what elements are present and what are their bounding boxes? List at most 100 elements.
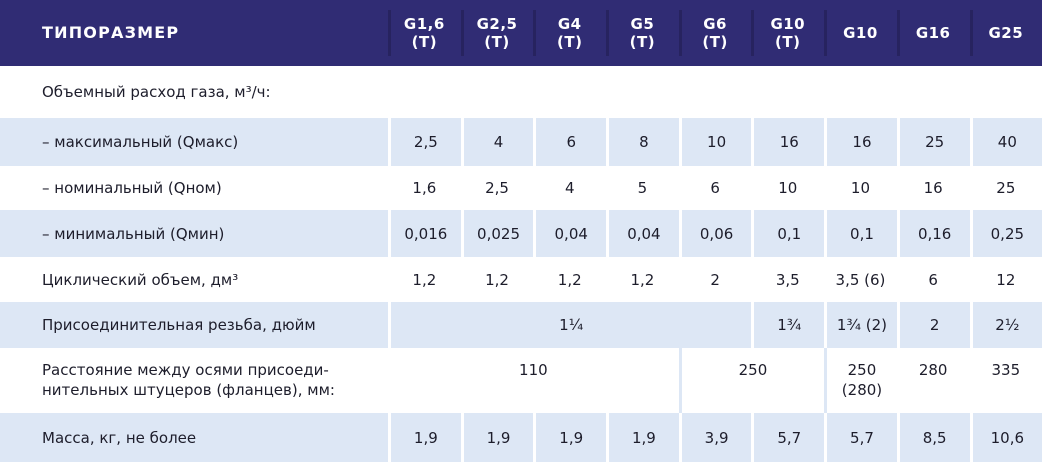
header-col: G16	[896, 0, 970, 66]
header-row: ТИПОРАЗМЕР G1,6 (Т) G2,5 (Т) G4 (Т) G5 (Т) G6 (Т)…	[0, 0, 1042, 66]
cell: 1¾ (2)	[824, 302, 897, 348]
header-col: G6 (Т)	[678, 0, 752, 66]
cell: 4	[460, 118, 534, 166]
table-row: Масса, кг, не более 1,9 1,9 1,9 1,9 3,9 5,7 5,7…	[0, 413, 1042, 462]
cell: 10	[678, 118, 752, 166]
header-col-line: (Т)	[702, 33, 728, 51]
cell: 1¾	[751, 302, 825, 348]
cell-line: 250	[847, 361, 877, 379]
cell: 250 (280)	[824, 348, 897, 413]
row-label: Присоединительная резьба, дюйм	[0, 302, 388, 348]
row-label-line: Расстояние между осями присоеди-	[42, 361, 329, 379]
header-col: G10 (Т)	[751, 0, 825, 66]
header-col-line: G5	[630, 15, 655, 33]
cell: 6	[928, 270, 938, 289]
table-row: Циклический объем, дм³ 1,2 1,2 1,2 1,2 2 3,5 3,…	[0, 257, 1042, 302]
header-col: G1,6 (Т)	[388, 0, 461, 66]
cell: 5,7	[751, 413, 825, 462]
cell: 110	[519, 361, 548, 379]
header-col-line: G4	[557, 15, 582, 33]
header-col-line: (Т)	[629, 33, 656, 51]
cell: 1,2	[630, 270, 655, 289]
header-col: G4 (Т)	[533, 0, 607, 66]
cell: 0,04	[533, 210, 607, 257]
cell: 10	[850, 179, 871, 197]
cell: 335	[991, 361, 1021, 379]
header-col-line: (Т)	[775, 33, 801, 51]
cell: 3,5	[775, 270, 800, 289]
cell: 1,2	[485, 270, 509, 289]
cell: 40	[969, 118, 1042, 166]
cell: 10,6	[969, 413, 1042, 462]
row-label: Расстояние между осями присоеди-нительны…	[0, 348, 388, 413]
cell: 2	[710, 270, 720, 289]
cell: 0,025	[460, 210, 534, 257]
cell: 16	[751, 118, 825, 166]
cell: 4	[564, 179, 575, 197]
cell: 280	[918, 361, 948, 379]
table-row: – максимальный (Qмакс) 2,5 4 6 8 10 16 16 25 40	[0, 118, 1042, 166]
cell: 2	[896, 302, 970, 348]
table-row: Расстояние между осями присоеди-нительны…	[0, 348, 1042, 413]
cell: 3,9	[678, 413, 752, 462]
cell: 2½	[969, 302, 1042, 348]
row-label: Циклический объем, дм³	[42, 270, 239, 289]
cell: 1,9	[460, 413, 534, 462]
cell: 1,9	[533, 413, 607, 462]
cell: 1,6	[412, 179, 437, 197]
cell: 0,06	[678, 210, 752, 257]
header-col-line: G10	[843, 24, 878, 42]
cell: 16	[923, 179, 943, 197]
table-row: – номинальный (Qном) 1,6 2,5 4 5 6 10 10 16 25	[0, 166, 1042, 210]
cell: 12	[996, 270, 1016, 289]
header-col-line: G25	[988, 24, 1024, 42]
cell: 1¼	[388, 302, 752, 348]
cell: 5	[637, 179, 648, 197]
header-col-line: G1,6	[403, 15, 445, 33]
cell: 8,5	[896, 413, 970, 462]
cell: 16	[824, 118, 897, 166]
row-label: – максимальный (Qмакс)	[0, 118, 388, 166]
cell: 0,016	[388, 210, 461, 257]
cell: 1,9	[606, 413, 679, 462]
header-col-line: G16	[915, 24, 951, 42]
cell: 0,1	[824, 210, 897, 257]
row-label: – номинальный (Qном)	[42, 179, 222, 197]
header-col-line: G10	[770, 15, 806, 33]
table-row: – минимальный (Qмин) 0,016 0,025 0,04 0,04 0,…	[0, 210, 1042, 257]
cell: 6	[533, 118, 607, 166]
cell: 3,5 (6)	[835, 270, 886, 289]
header-col-line: (Т)	[411, 33, 438, 51]
cell: 1,2	[557, 270, 582, 289]
cell: 0,16	[896, 210, 970, 257]
cell: 25	[996, 179, 1016, 197]
cell: 5,7	[824, 413, 897, 462]
cell: 8	[606, 118, 679, 166]
header-col: G2,5 (Т)	[460, 0, 534, 66]
header-col-line: (Т)	[556, 33, 583, 51]
header-title: ТИПОРАЗМЕР	[0, 0, 388, 66]
cell-line: (280)	[841, 381, 883, 399]
cell: 25	[896, 118, 970, 166]
row-label: Масса, кг, не более	[0, 413, 388, 462]
row-label-line: нительных штуцеров (фланцев), мм:	[42, 381, 335, 399]
flow-title: Объемный расход газа, м³/ч:	[42, 83, 271, 101]
row-label: – минимальный (Qмин)	[0, 210, 388, 257]
cell: 1,2	[412, 270, 437, 289]
header-col: G5 (Т)	[606, 0, 679, 66]
cell: 250	[678, 348, 824, 413]
cell: 1,9	[388, 413, 461, 462]
cell: 0,04	[606, 210, 679, 257]
header-col-line: G6	[703, 15, 727, 33]
header-col: G25	[969, 0, 1042, 66]
cell: 2,5	[485, 179, 509, 197]
cell: 6	[710, 179, 720, 197]
header-col: G10	[824, 0, 897, 66]
cell: 0,1	[751, 210, 825, 257]
cell: 0,25	[969, 210, 1042, 257]
cell: 10	[778, 179, 798, 197]
header-col-line: G2,5	[476, 15, 518, 33]
table-row: Объемный расход газа, м³/ч:	[0, 66, 1042, 118]
header-col-line: (Т)	[484, 33, 510, 51]
